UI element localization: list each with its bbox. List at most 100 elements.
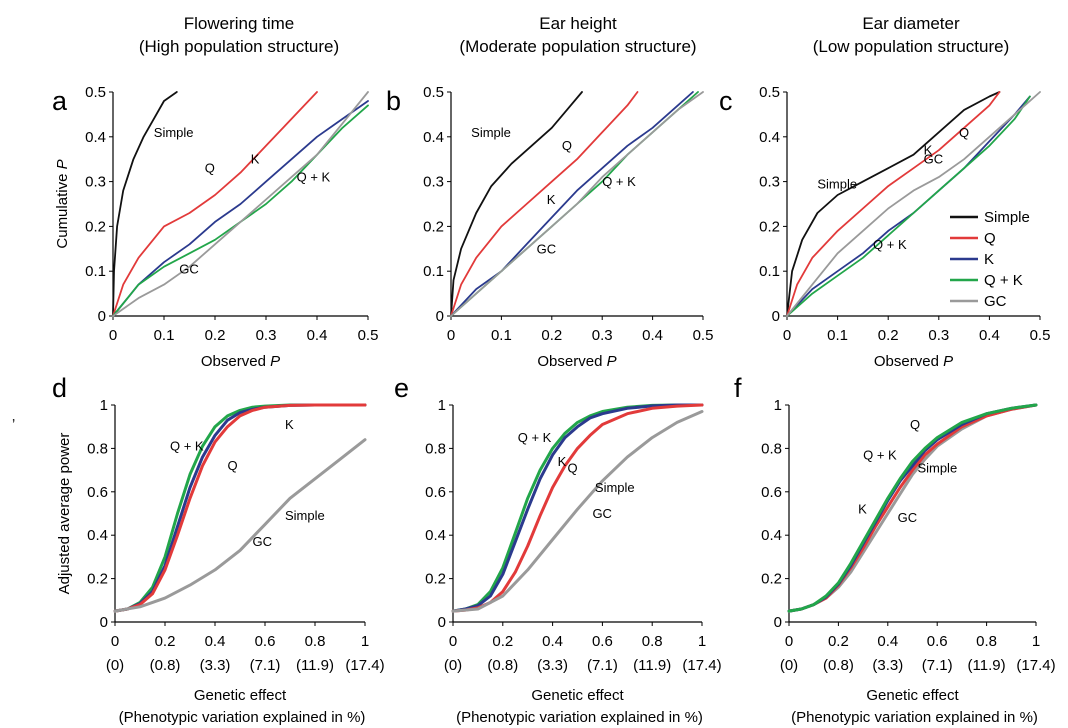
y-tick-label: 0.3 bbox=[85, 174, 106, 191]
panel-letter-a: a bbox=[52, 86, 68, 116]
curve-annotation: K bbox=[547, 192, 556, 207]
curve-annotation: Simple bbox=[595, 480, 635, 495]
x-tick-label: 0.2 bbox=[878, 327, 899, 344]
x-tick-label-secondary: (3.3) bbox=[200, 657, 231, 674]
x-tick-label: 0 bbox=[109, 327, 117, 344]
y-tick-label: 0.6 bbox=[425, 484, 446, 501]
x-tick-label-secondary: (17.4) bbox=[1016, 657, 1055, 674]
x-tick-label: 1 bbox=[361, 633, 369, 650]
curve-annotation: Q + K bbox=[863, 447, 897, 462]
curve-annotation: Simple bbox=[917, 460, 957, 475]
y-tick-label: 0.6 bbox=[761, 484, 782, 501]
x-axis-label-text: Observed bbox=[201, 353, 270, 370]
panels-group: a 0 0.1 0.2 0.3 0.4 0.5 0 0.1 0.2 0.3 0.4 0.5 Observe… bbox=[52, 84, 1056, 726]
curve-annotation: K bbox=[285, 417, 294, 432]
x-tick-label: 0.4 bbox=[205, 633, 226, 650]
curve-annotation: Q + K bbox=[518, 430, 552, 445]
x-tick-label: 0 bbox=[785, 633, 793, 650]
series-line-q-k bbox=[786, 95, 1031, 317]
series-line-simple bbox=[112, 91, 178, 317]
x-axis-label-italic: P bbox=[270, 353, 280, 370]
x-tick-label: 0.5 bbox=[1030, 327, 1051, 344]
series-line-gc bbox=[451, 410, 704, 613]
y-tick-label: 0 bbox=[436, 308, 444, 325]
curve-annotation: Q + K bbox=[170, 439, 204, 454]
curve-annotation: K bbox=[924, 143, 933, 158]
series-line-simple bbox=[450, 91, 583, 317]
column-title-3-line2: (Low population structure) bbox=[813, 37, 1010, 56]
x-tick-label: 0.8 bbox=[305, 633, 326, 650]
curve-annotation: GC bbox=[592, 506, 612, 521]
y-tick-label: 0.2 bbox=[761, 571, 782, 588]
y-tick-label: 0 bbox=[774, 614, 782, 631]
x-tick-label-secondary: (7.1) bbox=[250, 657, 281, 674]
legend-label: GC bbox=[984, 293, 1007, 310]
legend-label: Q bbox=[984, 230, 996, 247]
y-tick-label: 0.1 bbox=[759, 263, 780, 280]
curve-annotation: Q + K bbox=[602, 174, 636, 189]
y-tick-label: 0 bbox=[772, 308, 780, 325]
y-tick-label: 1 bbox=[438, 397, 446, 414]
legend-label: K bbox=[984, 251, 994, 268]
x-tick-label: 0 bbox=[449, 633, 457, 650]
x-tick-label: 0.4 bbox=[642, 327, 663, 344]
y-tick-label: 0 bbox=[438, 614, 446, 631]
y-tick-label: 0.4 bbox=[87, 527, 108, 544]
x-tick-label: 0.3 bbox=[592, 327, 613, 344]
x-axis-label-text: Observed bbox=[537, 353, 606, 370]
x-axis-label-line2: (Phenotypic variation explained in %) bbox=[119, 709, 366, 726]
x-tick-label-secondary: (0.8) bbox=[150, 657, 181, 674]
curve-annotation: Simple bbox=[154, 125, 194, 140]
curve-annotation: GC bbox=[253, 534, 273, 549]
y-tick-label: 0.4 bbox=[425, 527, 446, 544]
legend-label: Simple bbox=[984, 209, 1030, 226]
curve-annotation: Q bbox=[205, 161, 215, 176]
y-tick-label: 0.4 bbox=[423, 129, 444, 146]
series-line-q-k bbox=[787, 403, 1038, 613]
y-tick-label: 0 bbox=[98, 308, 106, 325]
x-tick-label-secondary: (3.3) bbox=[537, 657, 568, 674]
series-line-q bbox=[786, 91, 1001, 317]
curve-annotation: GC bbox=[898, 510, 918, 525]
y-tick-label: 0.2 bbox=[759, 218, 780, 235]
y-tick-label: 0.5 bbox=[85, 84, 106, 101]
curve-annotation: Q + K bbox=[873, 237, 907, 252]
x-tick-label-secondary: (7.1) bbox=[587, 657, 618, 674]
x-tick-label: 0.6 bbox=[255, 633, 276, 650]
y-tick-label: 0.2 bbox=[423, 218, 444, 235]
x-axis-label-line2: (Phenotypic variation explained in %) bbox=[456, 709, 703, 726]
x-tick-label-secondary: (0.8) bbox=[487, 657, 518, 674]
y-tick-label: 0.8 bbox=[425, 440, 446, 457]
x-tick-label: 0.8 bbox=[976, 633, 997, 650]
series-line-k bbox=[112, 100, 369, 317]
curve-annotation: Q bbox=[562, 138, 572, 153]
x-tick-label-secondary: (0) bbox=[106, 657, 124, 674]
series-line-k bbox=[113, 403, 367, 613]
curve-annotation: Simple bbox=[817, 176, 857, 191]
x-axis-label: Observed P bbox=[201, 353, 280, 370]
curve-annotation: Q + K bbox=[297, 170, 331, 185]
y-tick-label: 0.5 bbox=[423, 84, 444, 101]
y-tick-label: 0.1 bbox=[85, 263, 106, 280]
x-tick-label: 0.1 bbox=[827, 327, 848, 344]
x-tick-label: 0.6 bbox=[927, 633, 948, 650]
curve-annotation: Q bbox=[910, 417, 920, 432]
x-tick-label-secondary: (0) bbox=[780, 657, 798, 674]
x-tick-label: 0 bbox=[783, 327, 791, 344]
x-axis-label-italic: P bbox=[943, 353, 953, 370]
x-tick-label: 0.2 bbox=[155, 633, 176, 650]
stray-mark: ʼ bbox=[12, 417, 15, 434]
x-tick-label: 0.5 bbox=[693, 327, 714, 344]
y-tick-label: 0.4 bbox=[761, 527, 782, 544]
x-tick-label: 0.4 bbox=[542, 633, 563, 650]
y-axis-label-italic: P bbox=[54, 159, 71, 169]
curve-annotation: Q bbox=[568, 460, 578, 475]
curve-annotation: Q bbox=[228, 458, 238, 473]
x-tick-label-secondary: (11.9) bbox=[296, 657, 334, 674]
series-line-q bbox=[450, 91, 639, 317]
series-line-q bbox=[112, 91, 318, 317]
x-tick-label: 0.3 bbox=[928, 327, 949, 344]
x-axis-label-line2: (Phenotypic variation explained in %) bbox=[791, 709, 1038, 726]
x-axis-label-line1: Genetic effect bbox=[866, 687, 959, 704]
